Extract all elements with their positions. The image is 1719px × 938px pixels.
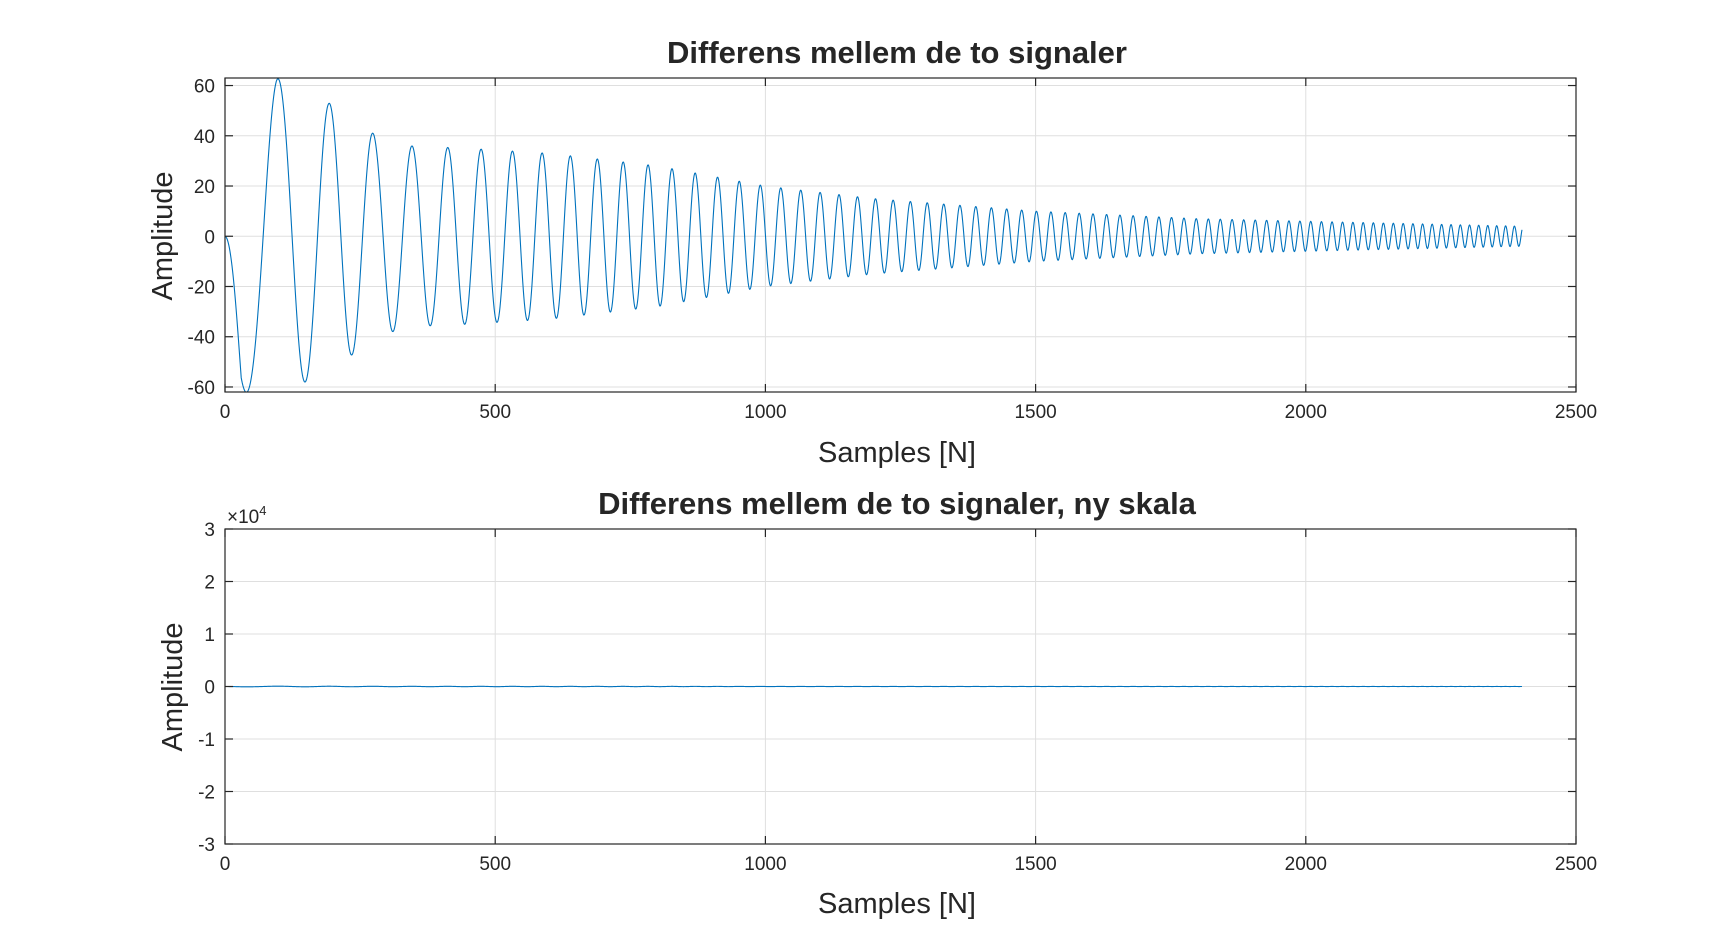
- top-series-line: [224, 78, 1523, 393]
- top-title: Differens mellem de to signaler: [667, 35, 1127, 70]
- top-y-ticklabel: -20: [188, 277, 215, 298]
- bottom-series-path: [224, 685, 1522, 688]
- bottom-x-ticklabels: 0 500 1000 1500 2000 2500: [220, 854, 1597, 875]
- top-x-ticklabel: 2500: [1555, 402, 1597, 423]
- bottom-y-exponent: ×104: [227, 503, 266, 528]
- bottom-y-ticklabel: -2: [198, 783, 215, 804]
- bottom-x-ticklabel: 2500: [1555, 854, 1597, 875]
- bottom-x-ticklabel: 500: [479, 854, 511, 875]
- bottom-y-ticklabel: 0: [204, 678, 215, 699]
- bottom-series-line: [224, 685, 1522, 688]
- top-y-ticklabel: 60: [194, 77, 215, 98]
- top-x-ticklabel: 1500: [1014, 402, 1056, 423]
- top-x-ticklabels: 0 500 1000 1500 2000 2500: [220, 402, 1597, 423]
- subplot-top: Differens mellem de to signaler 0 500 1000…: [147, 35, 1597, 469]
- top-x-ticklabel: 500: [479, 402, 511, 423]
- bottom-axes-frame: [224, 528, 1577, 845]
- bottom-y-ticklabel: -1: [198, 730, 215, 751]
- top-y-ticklabel: -40: [188, 328, 215, 349]
- exponent-power: 4: [259, 503, 266, 518]
- bottom-x-ticklabel: 1000: [744, 854, 786, 875]
- top-y-ticklabel: 40: [194, 127, 215, 148]
- top-x-ticklabel: 2000: [1285, 402, 1327, 423]
- bottom-y-ticklabel: 2: [204, 573, 215, 594]
- top-axes-frame: [224, 77, 1577, 393]
- bottom-x-label: Samples [N]: [818, 888, 976, 920]
- bottom-title: Differens mellem de to signaler, ny skal…: [598, 486, 1197, 521]
- exponent-base: ×10: [227, 507, 259, 528]
- bottom-y-ticklabel: -3: [198, 835, 215, 856]
- bottom-x-ticklabel: 0: [220, 854, 231, 875]
- top-x-ticklabel: 0: [220, 402, 231, 423]
- bottom-x-ticklabel: 1500: [1014, 854, 1056, 875]
- bottom-y-label: Amplitude: [157, 623, 189, 752]
- bottom-x-ticklabel: 2000: [1285, 854, 1327, 875]
- bottom-y-ticklabel: 1: [204, 625, 215, 646]
- top-y-ticklabel: 20: [194, 177, 215, 198]
- top-y-ticklabel: -60: [188, 378, 215, 399]
- bottom-y-ticklabel: 3: [204, 520, 215, 541]
- top-y-ticklabels: -60 -40 -20 0 20 40 60: [188, 77, 215, 399]
- top-series-path: [224, 78, 1523, 393]
- top-axes-box: [224, 77, 1577, 393]
- top-y-ticklabel: 0: [204, 227, 215, 248]
- subplot-bottom: Differens mellem de to signaler, ny skal…: [157, 486, 1597, 920]
- bottom-y-ticklabels: -3 -2 -1 0 1 2 3: [198, 520, 215, 856]
- top-x-label: Samples [N]: [818, 437, 976, 469]
- top-x-ticklabel: 1000: [744, 402, 786, 423]
- top-y-label: Amplitude: [147, 172, 179, 301]
